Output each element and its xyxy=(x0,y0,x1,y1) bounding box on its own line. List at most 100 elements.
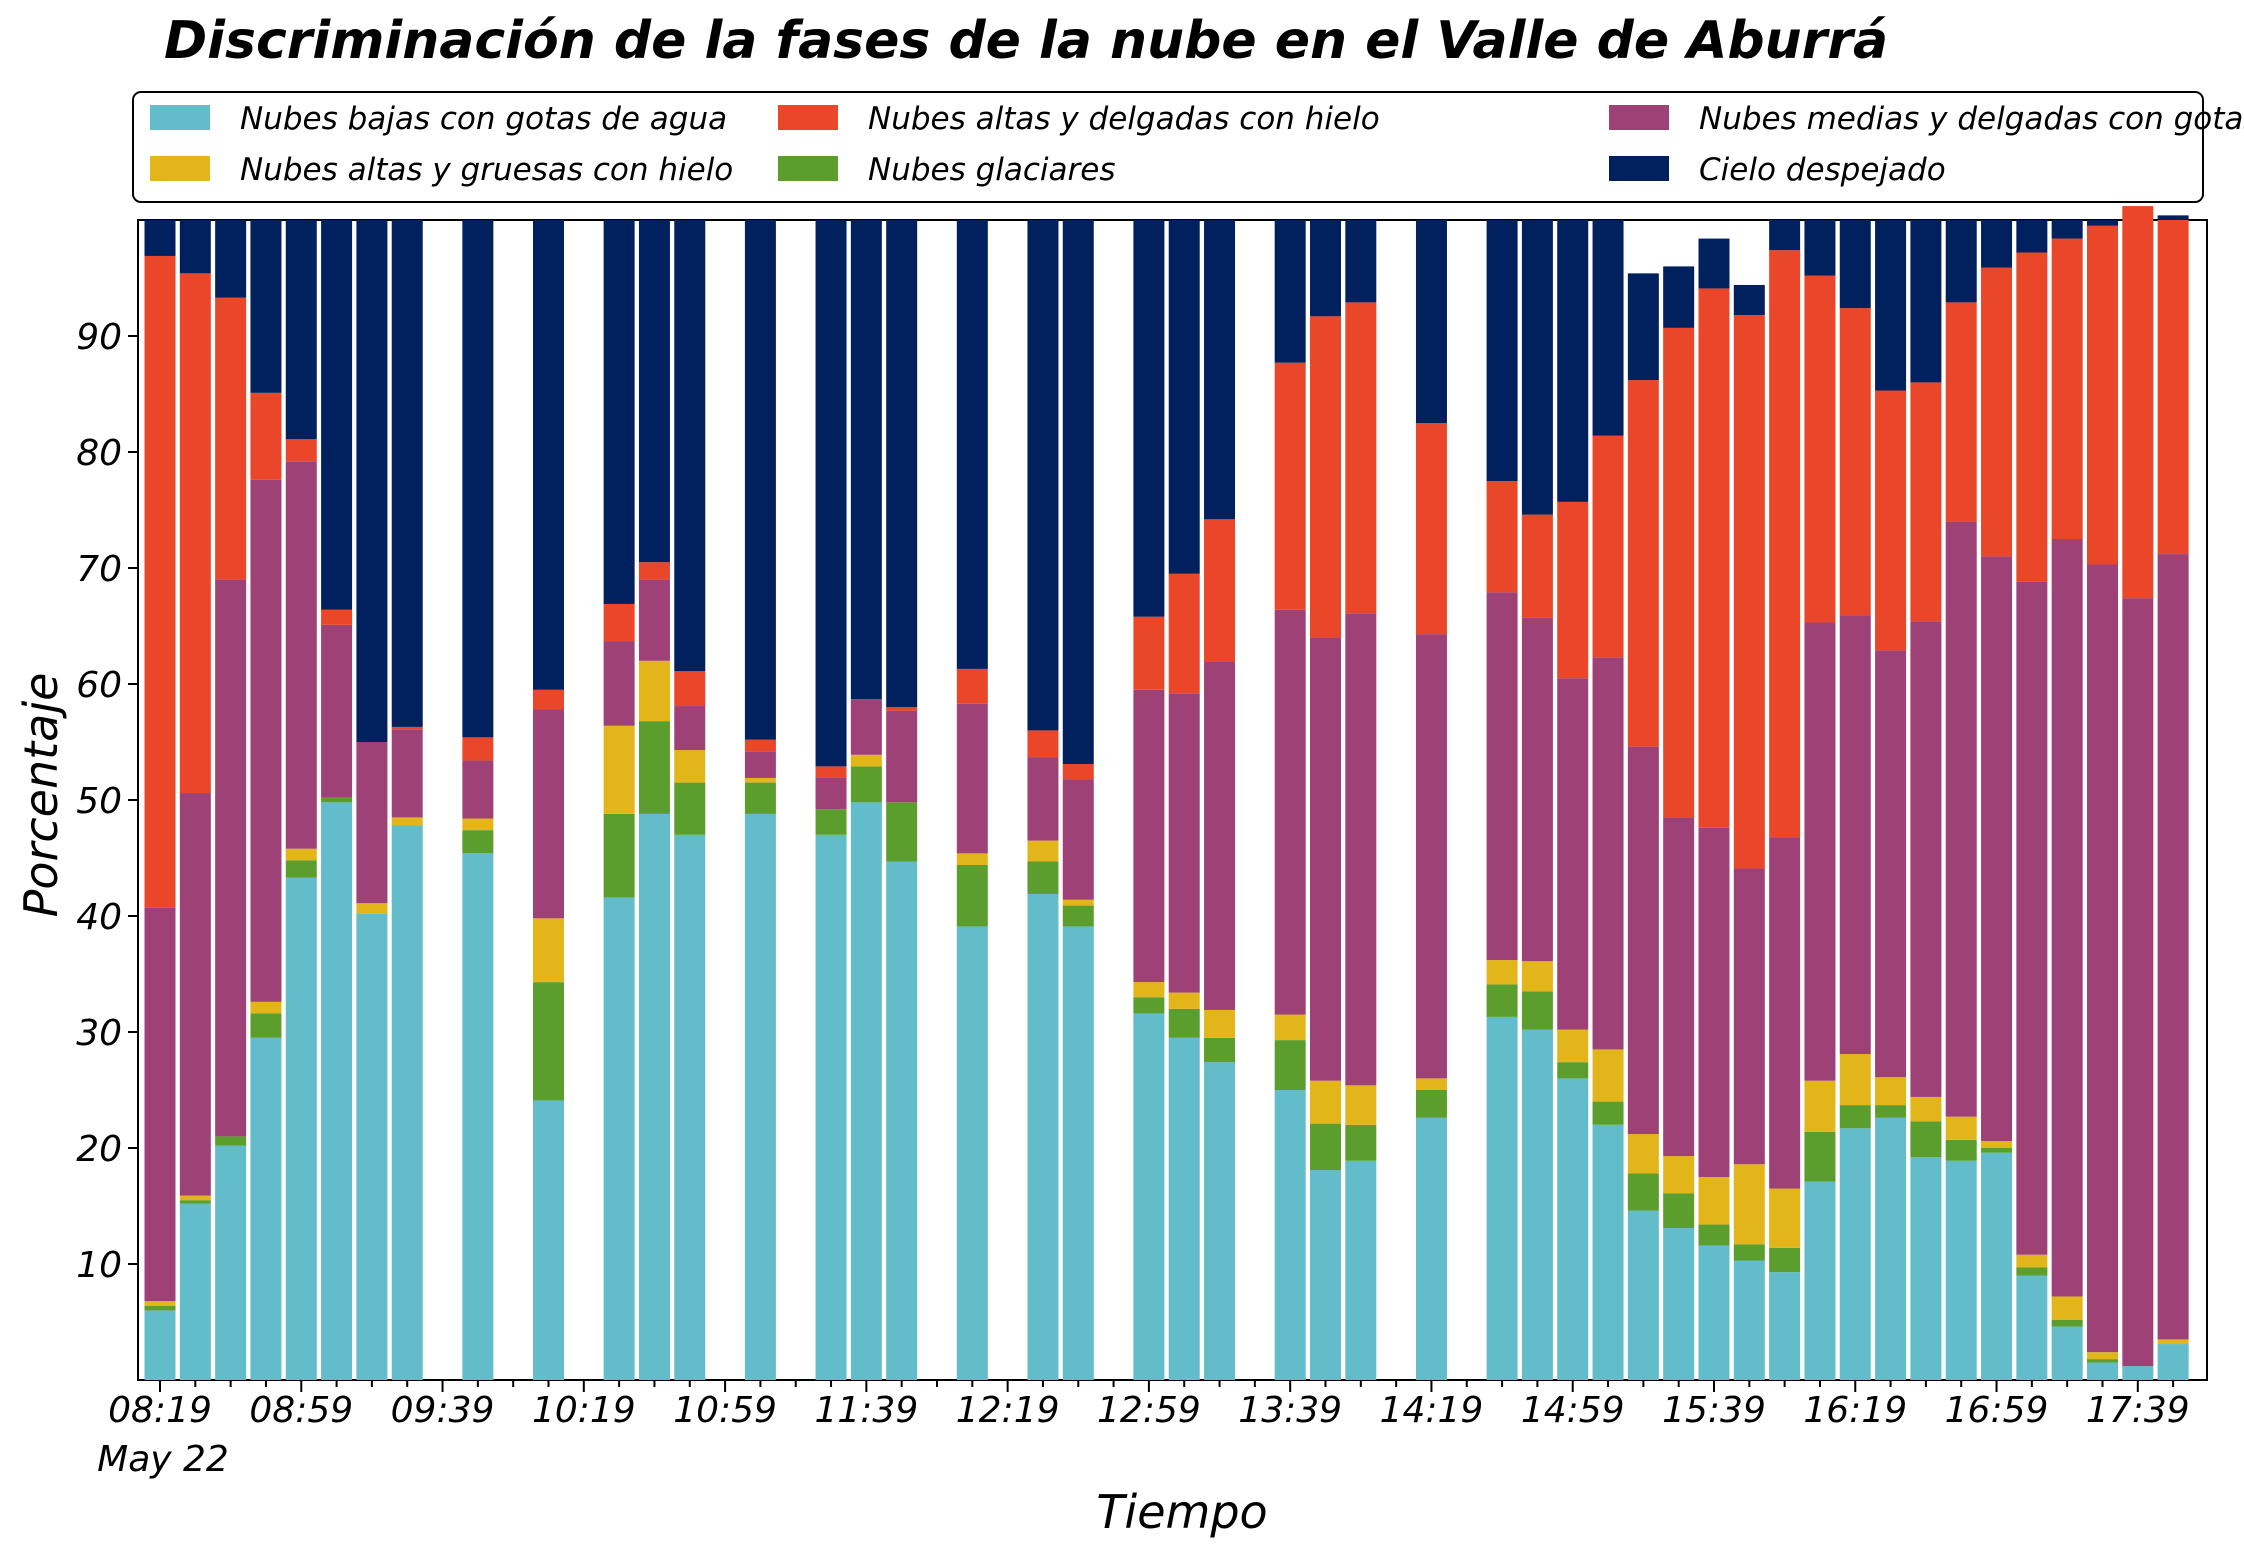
bar-segment xyxy=(815,834,847,1380)
x-tick-label: 10:19 xyxy=(532,1390,636,1431)
bar-segment xyxy=(1592,1101,1624,1125)
bar-segment xyxy=(2086,225,2118,565)
bar-stack xyxy=(2086,220,2118,1380)
bar-segment xyxy=(850,220,882,700)
bar-stack xyxy=(1981,220,2013,1380)
bar-segment xyxy=(1062,764,1094,780)
bar-segment xyxy=(1875,650,1907,1078)
bar-segment xyxy=(1521,991,1553,1030)
legend-label: Nubes glaciares xyxy=(868,152,1116,188)
bar-stack xyxy=(1345,220,1377,1380)
bar-segment xyxy=(215,220,247,298)
bar-segment xyxy=(1133,1013,1165,1380)
bar-segment xyxy=(674,706,706,751)
bar-segment xyxy=(1168,992,1200,1009)
bar-segment xyxy=(1415,634,1447,1079)
bar-stack xyxy=(285,220,317,1380)
bar-segment xyxy=(2016,220,2048,253)
legend-frame xyxy=(132,91,2204,203)
bar-segment xyxy=(1557,678,1589,1030)
bar-segment xyxy=(1804,220,1836,276)
y-tick-label: 70 xyxy=(76,549,122,590)
bar-segment xyxy=(179,1195,211,1201)
bar-stack xyxy=(144,220,176,1380)
bar-segment xyxy=(1875,1117,1907,1380)
bar-segment xyxy=(886,802,918,862)
bar-segment xyxy=(1133,997,1165,1014)
bar-segment xyxy=(1027,840,1059,862)
x-tick-label: 12:59 xyxy=(1097,1390,1201,1431)
bar-stack xyxy=(1592,220,1624,1380)
bar-segment xyxy=(179,220,211,274)
bar-stack xyxy=(2016,220,2048,1380)
bar-stack xyxy=(250,220,282,1380)
bar-segment xyxy=(462,220,494,738)
bar-stack xyxy=(1663,266,1695,1380)
y-tick-label: 90 xyxy=(76,317,122,358)
bar-segment xyxy=(321,802,353,1380)
bar-stack xyxy=(1733,284,1765,1380)
y-tick-label: 30 xyxy=(76,1013,122,1054)
bar-segment xyxy=(1698,1224,1730,1246)
bar-segment xyxy=(462,760,494,819)
bar-segment xyxy=(2157,215,2189,220)
bar-stack xyxy=(1486,220,1518,1380)
bar-segment xyxy=(638,220,670,563)
legend: Nubes bajas con gotas de agua Nubes altas… xyxy=(132,91,2244,203)
bar-segment xyxy=(1309,1170,1341,1380)
bar-segment xyxy=(744,751,776,778)
bar-segment xyxy=(1627,1210,1659,1380)
bar-segment xyxy=(1769,1188,1801,1248)
bar-segment xyxy=(1486,984,1518,1017)
y-axis-label: Porcentaje xyxy=(14,673,68,918)
bar-segment xyxy=(285,877,317,1380)
bar-segment xyxy=(1981,267,2013,557)
bar-segment xyxy=(144,255,176,908)
x-tick-label: 08:59 xyxy=(249,1390,353,1431)
bar-segment xyxy=(815,220,847,767)
bar-stack xyxy=(2157,215,2189,1380)
bar-segment xyxy=(1875,1105,1907,1118)
bar-segment xyxy=(886,861,918,1380)
bar-segment xyxy=(1945,521,1977,1117)
legend-item: Cielo despejado xyxy=(1609,152,1946,188)
bar-segment xyxy=(1592,1049,1624,1102)
x-tick-label: 14:59 xyxy=(1521,1390,1625,1431)
bar-segment xyxy=(250,1001,282,1014)
bar-segment xyxy=(2086,1352,2118,1360)
bar-segment xyxy=(603,603,635,642)
legend-item: Nubes bajas con gotas de agua xyxy=(150,101,727,137)
bar-segment xyxy=(1875,1077,1907,1106)
bar-segment xyxy=(1698,238,1730,289)
bar-segment xyxy=(1062,220,1094,765)
bar-segment xyxy=(1168,1037,1200,1380)
bar-segment xyxy=(179,273,211,794)
bar-segment xyxy=(1062,926,1094,1380)
x-tick-label: 12:19 xyxy=(956,1390,1060,1431)
bar-segment xyxy=(850,754,882,767)
bar-segment xyxy=(1663,817,1695,1157)
bar-segment xyxy=(2016,581,2048,1255)
bar-segment xyxy=(285,461,317,849)
bar-segment xyxy=(603,813,635,898)
bar-segment xyxy=(1345,220,1377,303)
bar-segment xyxy=(1981,1152,2013,1380)
bar-segment xyxy=(144,1305,176,1311)
bar-segment xyxy=(674,671,706,707)
y-tick-label: 80 xyxy=(76,433,122,474)
legend-label: Nubes altas y delgadas con hielo xyxy=(868,101,1380,137)
bar-segment xyxy=(321,624,353,798)
bar-segment xyxy=(2086,1362,2118,1380)
bar-segment xyxy=(1168,1008,1200,1038)
bar-stack xyxy=(1204,220,1236,1380)
bar-segment xyxy=(1345,1160,1377,1380)
bar-segment xyxy=(1592,1124,1624,1380)
bar-segment xyxy=(2051,539,2083,1297)
x-tick-label: 09:39 xyxy=(391,1390,495,1431)
bar-segment xyxy=(1910,220,1942,383)
bar-segment xyxy=(886,220,918,708)
bar-segment xyxy=(1168,693,1200,993)
bar-segment xyxy=(250,220,282,393)
bar-segment xyxy=(1910,1157,1942,1380)
